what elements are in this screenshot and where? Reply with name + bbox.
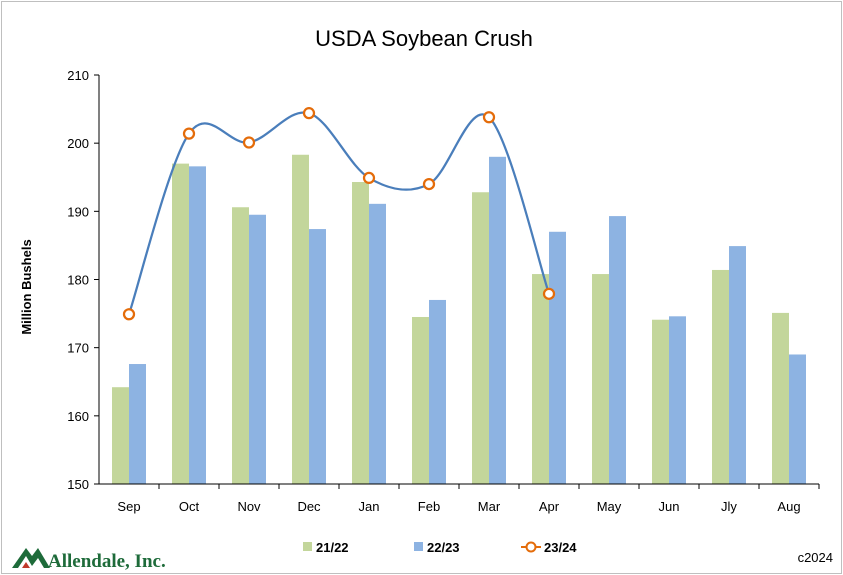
- line-point: [422, 177, 436, 191]
- y-axis-label: Million Bushels: [19, 239, 34, 334]
- bar-21-22-mar: [472, 192, 489, 484]
- bar-21-22-nov: [232, 207, 249, 484]
- x-tick-label: Sep: [117, 499, 140, 514]
- legend-label: 23/24: [544, 540, 577, 555]
- y-tick-label: 170: [67, 341, 89, 356]
- line-point: [362, 171, 376, 185]
- line-point: [482, 111, 496, 124]
- bar-22-23-oct: [189, 166, 206, 485]
- legend-label: 21/22: [316, 540, 349, 555]
- bar-21-22-feb: [412, 316, 429, 484]
- allendale-logo: Allendale, Inc.: [12, 548, 166, 572]
- x-tick-label: Oct: [179, 499, 200, 514]
- y-tick-label: 180: [67, 273, 89, 288]
- bar-21-22-apr: [532, 274, 549, 484]
- bar-21-22-sep: [112, 387, 129, 484]
- x-tick-label: Dec: [297, 499, 321, 514]
- legend-swatch: [414, 542, 423, 551]
- bar-22-23-may: [609, 216, 626, 485]
- bar-22-23-jun: [669, 316, 686, 484]
- bar-22-23-nov: [249, 214, 266, 484]
- x-tick-label: Apr: [539, 499, 560, 514]
- bar-22-23-aug: [789, 354, 806, 484]
- line-point: [182, 127, 196, 140]
- bar-22-23-mar: [489, 156, 506, 485]
- bar-21-22-aug: [772, 312, 789, 484]
- legend-swatch: [303, 542, 312, 551]
- line-point: [542, 287, 556, 300]
- y-tick-label: 200: [67, 136, 89, 151]
- mountain-icon: [12, 548, 50, 568]
- y-tick-label: 190: [67, 204, 89, 219]
- x-tick-label: Jan: [359, 499, 380, 514]
- line-point: [302, 107, 316, 120]
- copyright-text: c2024: [798, 550, 833, 565]
- bar-22-23-apr: [549, 231, 566, 484]
- bar-21-22-jly: [712, 269, 729, 484]
- logo-text: Allendale, Inc.: [48, 551, 166, 572]
- y-tick-label: 210: [67, 68, 89, 83]
- x-tick-label: Jun: [659, 499, 680, 514]
- bar-21-22-dec: [292, 154, 309, 484]
- bar-22-23-jan: [369, 203, 386, 484]
- line-point: [242, 136, 256, 149]
- bar-21-22-jan: [352, 182, 369, 484]
- x-tick-label: Nov: [237, 499, 261, 514]
- bar-21-22-may: [592, 274, 609, 484]
- x-tick-label: Mar: [478, 499, 501, 514]
- line-point: [122, 308, 136, 321]
- bar-22-23-feb: [429, 299, 446, 484]
- x-tick-label: Feb: [418, 499, 440, 514]
- bar-22-23-dec: [309, 229, 326, 484]
- bar-21-22-jun: [652, 319, 669, 484]
- chart-title: USDA Soybean Crush: [315, 26, 533, 51]
- x-tick-label: Aug: [777, 499, 800, 514]
- y-tick-label: 160: [67, 409, 89, 424]
- x-tick-label: May: [597, 499, 622, 514]
- x-tick-label: Jly: [721, 499, 737, 514]
- legend-label: 22/23: [427, 540, 460, 555]
- legend-marker: [525, 541, 537, 553]
- bar-22-23-sep: [129, 364, 146, 484]
- bar-22-23-jly: [729, 246, 746, 484]
- bar-21-22-oct: [172, 163, 189, 484]
- y-tick-label: 150: [67, 477, 89, 492]
